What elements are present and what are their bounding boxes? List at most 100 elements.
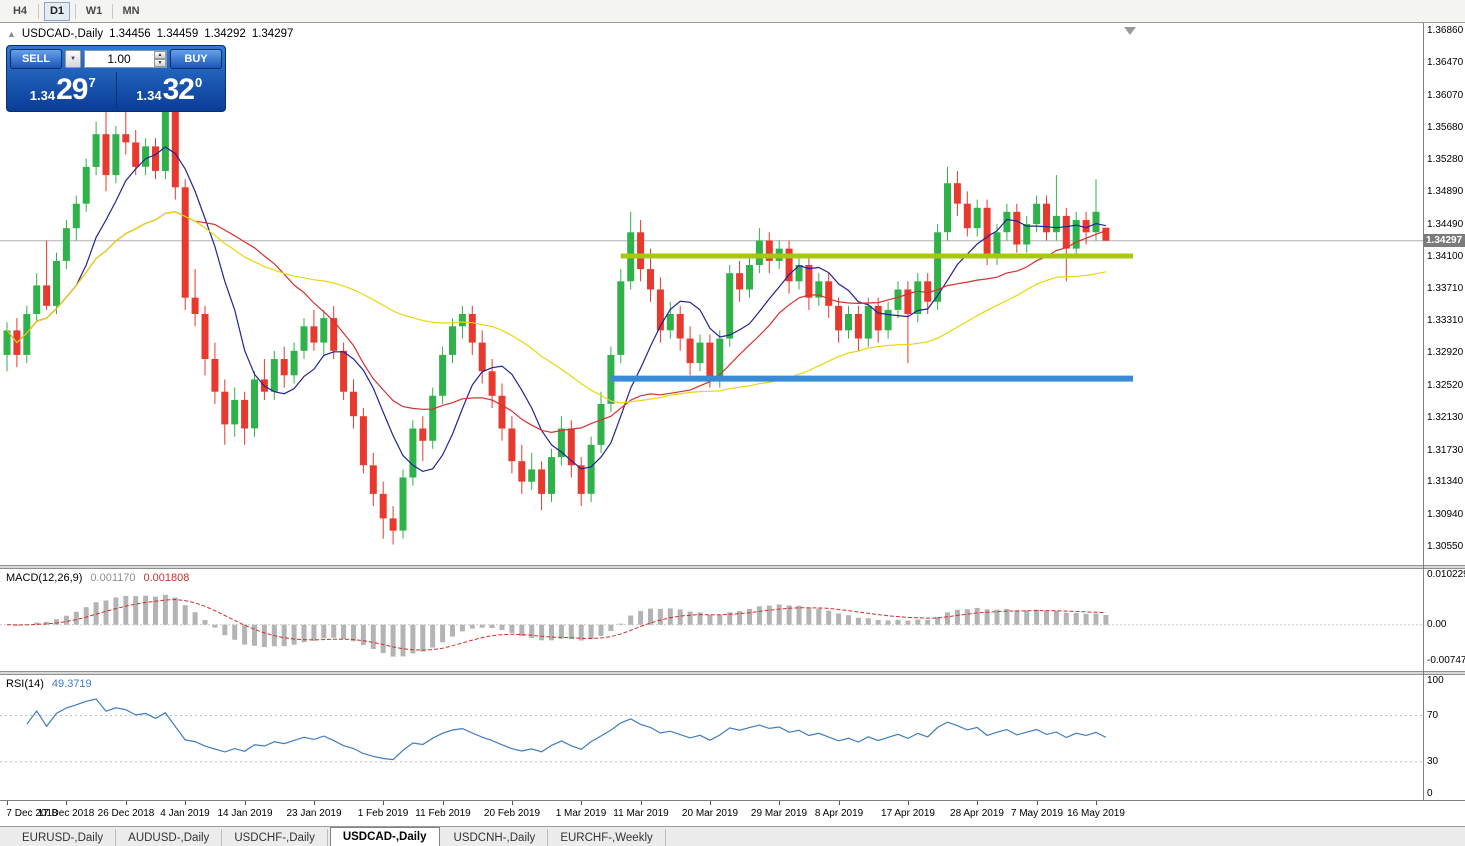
candle	[587, 444, 595, 494]
time-axis-tick	[314, 801, 315, 805]
price-axis-label: 1.32520	[1427, 379, 1464, 391]
time-axis-label: 26 Dec 2018	[97, 808, 155, 819]
candle	[597, 404, 605, 445]
candle	[983, 207, 991, 257]
timeframe-w1-button[interactable]: W1	[81, 2, 107, 21]
candle	[62, 228, 70, 261]
price-chart-canvas[interactable]	[0, 23, 1423, 565]
time-axis-label: 8 Apr 2019	[814, 808, 864, 819]
time-axis[interactable]: 7 Dec 2018 17 Dec 2018 26 Dec 2018 4 Jan 20…	[0, 800, 1465, 826]
chart-tab-usdcnh-daily[interactable]: USDCNH-,Daily	[442, 829, 549, 846]
buy-price-prefix: 1.34	[136, 88, 162, 103]
chart-symbol-label: USDCAD-,Daily	[21, 28, 104, 40]
candle	[132, 142, 140, 167]
time-axis-tick	[66, 801, 67, 805]
volume-input[interactable]	[84, 50, 167, 68]
time-axis-label: 11 Mar 2019	[613, 808, 669, 819]
time-axis-label: 29 Mar 2019	[750, 808, 808, 819]
candle	[864, 305, 872, 339]
candle	[359, 416, 367, 466]
buy-price-pip: 0	[194, 75, 203, 90]
bid-price-badge: 1.34297	[1424, 234, 1465, 248]
candle	[934, 232, 942, 302]
buy-price-display[interactable]: 1.34 32 0	[115, 72, 223, 108]
sell-price-prefix: 1.34	[29, 88, 56, 103]
candle	[686, 338, 694, 364]
price-axis-label: 1.30550	[1427, 541, 1464, 552]
price-axis-label: 1.30940	[1427, 509, 1464, 521]
candle	[53, 260, 60, 306]
timeframe-d1-button[interactable]: D1	[44, 1, 70, 21]
rsi-axis-label: 70	[1427, 709, 1439, 721]
rsi-canvas[interactable]	[0, 675, 1423, 800]
candle	[647, 269, 654, 290]
macd-axis[interactable]: 0.010229 0.00 -0.007477	[1424, 569, 1465, 671]
candle	[538, 469, 546, 494]
chart-tab-eurusd-daily[interactable]: EURUSD-,Daily	[10, 829, 117, 846]
candle	[72, 203, 80, 229]
volume-box: ▲ ▼	[84, 50, 167, 68]
panel-splitter[interactable]	[0, 671, 1465, 675]
time-axis-tick	[839, 801, 840, 805]
scale-divider	[1423, 23, 1424, 800]
candle	[993, 232, 1001, 257]
time-axis-label: 7 May 2019	[1010, 808, 1064, 819]
one-click-trading-panel: SELL ▼ ▲ ▼ BUY 1.34 29 7	[6, 45, 226, 112]
candle	[716, 338, 724, 380]
time-axis-label: 17 Dec 2018	[37, 808, 95, 819]
candle	[1082, 220, 1090, 233]
rsi-axis[interactable]: 100 70 30 0	[1424, 675, 1465, 800]
time-axis-label: 23 Jan 2019	[286, 808, 342, 819]
sell-price-display[interactable]: 1.34 29 7	[10, 72, 116, 108]
candle	[310, 326, 318, 343]
ma-line-45	[6, 211, 1107, 404]
candle	[419, 428, 427, 441]
candle	[102, 134, 110, 176]
candle	[122, 134, 130, 143]
candle	[726, 273, 734, 339]
toolbar-separator	[75, 3, 76, 19]
macd-axis-label: 0.010229	[1427, 569, 1465, 580]
panel-splitter[interactable]	[0, 565, 1465, 569]
price-axis-label: 1.31340	[1427, 476, 1464, 488]
candle	[211, 359, 219, 392]
chart-tab-usdchf-daily[interactable]: USDCHF-,Daily	[222, 829, 328, 846]
price-axis-label: 1.32130	[1427, 411, 1464, 423]
ohlc-open-value: 1.34456	[109, 28, 151, 40]
timeframe-mn-button[interactable]: MN	[118, 2, 144, 21]
candle	[498, 395, 506, 429]
volume-spinner-down-icon[interactable]: ▼	[154, 59, 166, 67]
price-axis[interactable]: 1.36860 1.36470 1.36070 1.35680 1.35280 1.348…	[1424, 23, 1465, 565]
volume-spinner-up-icon[interactable]: ▲	[154, 51, 166, 59]
macd-main-value: 0.001170	[90, 572, 136, 584]
time-axis-label: 17 Apr 2019	[881, 808, 935, 819]
candle	[181, 187, 189, 298]
one-click-collapse-icon[interactable]: ▲	[7, 29, 16, 39]
candle	[23, 314, 31, 355]
candle	[815, 281, 823, 298]
candle	[201, 314, 209, 359]
chart-tab-audusd-daily[interactable]: AUDUSD-,Daily	[116, 829, 223, 846]
price-axis-label: 1.33710	[1427, 282, 1464, 294]
time-axis-label: 1 Feb 2019	[357, 808, 409, 819]
volume-decrease-button[interactable]: ▼	[65, 50, 81, 68]
candle	[1072, 220, 1080, 249]
macd-canvas[interactable]	[0, 569, 1423, 671]
candle	[330, 318, 338, 351]
chart-shift-marker-icon[interactable]	[1124, 27, 1136, 35]
candle	[399, 477, 407, 531]
candle	[805, 265, 813, 298]
chart-tab-usdcad-daily[interactable]: USDCAD-,Daily	[329, 827, 440, 846]
price-axis-label: 1.35280	[1427, 154, 1464, 166]
rsi-line	[26, 698, 1107, 761]
timeframe-h4-button[interactable]: H4	[7, 2, 33, 21]
candle	[1043, 203, 1050, 233]
candle	[251, 379, 258, 429]
sell-button[interactable]: SELL	[10, 49, 62, 69]
chart-tab-eurchf-weekly[interactable]: EURCHF-,Weekly	[548, 829, 666, 846]
candle	[617, 281, 625, 355]
buy-button[interactable]: BUY	[170, 49, 222, 69]
candle	[112, 134, 120, 176]
candle	[676, 314, 684, 339]
